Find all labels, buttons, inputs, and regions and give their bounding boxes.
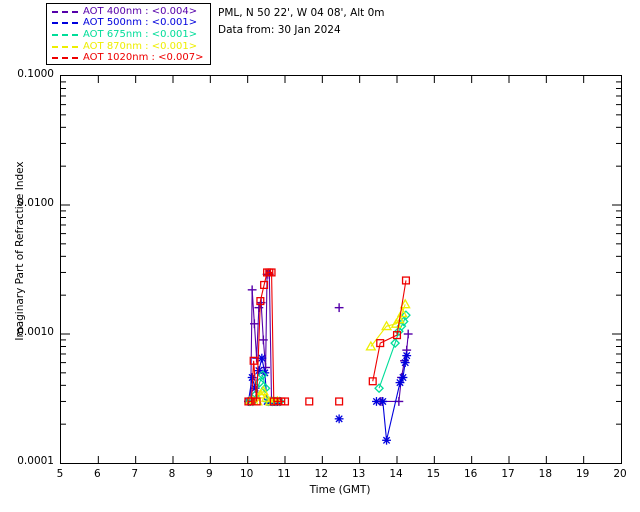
series-aot-1020nm xyxy=(244,268,411,406)
legend-line-swatch-icon xyxy=(52,45,78,48)
header-annotation: PML, N 50 22', W 04 08', Alt 0m Data fro… xyxy=(218,5,385,39)
y-tick-label: 0.0100 xyxy=(17,197,54,209)
series-line xyxy=(372,280,407,382)
series-aot-400nm xyxy=(244,269,413,406)
x-tick-label: 13 xyxy=(351,468,366,480)
legend-item-label: AOT 675nm : <0.001> xyxy=(83,28,198,40)
marker-asterisk xyxy=(396,378,404,387)
x-tick-label: 19 xyxy=(575,468,590,480)
legend-item-label: AOT 870nm : <0.001> xyxy=(83,40,198,52)
x-tick-label: 14 xyxy=(389,468,403,480)
x-tick-label: 11 xyxy=(277,468,291,480)
legend-item-500nm: AOT 500nm : <0.001> xyxy=(47,18,210,30)
x-tick-label: 6 xyxy=(93,468,101,480)
marker-triangle xyxy=(365,340,377,351)
marker-diamond xyxy=(374,383,384,394)
x-tick-label: 10 xyxy=(239,468,254,480)
marker-asterisk xyxy=(401,358,409,367)
legend-line-swatch-icon xyxy=(52,10,78,13)
marker-square xyxy=(247,397,256,406)
legend-item-870nm: AOT 870nm : <0.001> xyxy=(47,41,210,53)
marker-square xyxy=(252,397,261,406)
data-date-line: Data from: 30 Jan 2024 xyxy=(218,24,341,36)
marker-triangle xyxy=(260,392,272,402)
marker-asterisk xyxy=(382,436,391,444)
x-tick-label: 20 xyxy=(613,468,627,480)
marker-asterisk xyxy=(379,397,387,406)
marker-square xyxy=(249,356,258,365)
marker-square xyxy=(401,276,411,285)
marker-asterisk xyxy=(255,367,263,375)
marker-diamond xyxy=(398,316,409,327)
legend-item-label: AOT 1020nm : <0.007> xyxy=(83,52,204,64)
marker-asterisk xyxy=(335,415,343,423)
y-tick-label: 0.0010 xyxy=(17,326,54,338)
x-axis-label: Time (GMT) xyxy=(309,484,371,496)
marker-triangle xyxy=(396,307,408,318)
x-tick-label: 16 xyxy=(463,468,478,480)
x-tick-label: 15 xyxy=(426,468,441,480)
marker-diamond xyxy=(390,338,401,349)
marker-triangle xyxy=(399,298,411,309)
legend-item-400nm: AOT 400nm : <0.004> xyxy=(47,6,210,18)
legend-line-swatch-icon xyxy=(52,57,78,60)
site-location-line: PML, N 50 22', W 04 08', Alt 0m xyxy=(218,7,385,19)
plot-frame xyxy=(60,75,622,464)
marker-triangle xyxy=(257,385,269,396)
x-tick-label: 5 xyxy=(56,468,64,480)
marker-square xyxy=(392,331,402,340)
x-tick-label: 17 xyxy=(501,468,515,480)
x-tick-label: 7 xyxy=(131,468,138,480)
legend: AOT 400nm : <0.004> AOT 500nm : <0.001> AO… xyxy=(46,3,211,65)
legend-item-1020nm: AOT 1020nm : <0.007> xyxy=(47,52,210,64)
marker-square xyxy=(280,397,290,406)
marker-square xyxy=(376,339,385,348)
legend-item-label: AOT 500nm : <0.001> xyxy=(83,17,198,29)
marker-diamond xyxy=(257,370,268,381)
legend-item-675nm: AOT 675nm : <0.001> xyxy=(47,29,210,41)
series-line xyxy=(376,355,408,441)
y-tick-label: 0.0001 xyxy=(17,455,54,467)
marker-asterisk xyxy=(372,397,381,406)
marker-diamond xyxy=(401,310,411,321)
marker-triangle xyxy=(381,320,393,331)
legend-item-label: AOT 400nm : <0.004> xyxy=(83,5,198,17)
marker-asterisk xyxy=(403,351,411,360)
x-tick-label: 18 xyxy=(538,468,553,480)
marker-square xyxy=(260,280,269,290)
legend-line-swatch-icon xyxy=(52,22,78,25)
x-tick-label: 9 xyxy=(205,468,213,480)
x-tick-label: 8 xyxy=(168,468,176,480)
marker-asterisk xyxy=(399,373,407,382)
marker-square xyxy=(368,377,377,386)
marker-square xyxy=(305,397,314,406)
marker-asterisk xyxy=(258,354,266,362)
marker-square xyxy=(256,297,265,306)
y-tick-label: 0.1000 xyxy=(17,68,54,80)
marker-square xyxy=(267,268,276,277)
legend-line-swatch-icon xyxy=(52,33,78,36)
marker-square xyxy=(335,397,344,406)
x-tick-label: 12 xyxy=(314,468,329,480)
plot-canvas xyxy=(61,76,621,463)
